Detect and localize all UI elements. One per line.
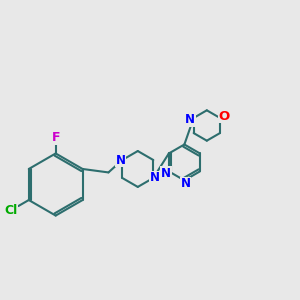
Text: N: N	[150, 172, 160, 184]
Text: F: F	[51, 131, 60, 144]
Text: N: N	[116, 154, 125, 166]
Text: N: N	[185, 113, 195, 126]
Text: N: N	[180, 177, 190, 190]
Text: N: N	[161, 167, 171, 180]
Text: Cl: Cl	[4, 204, 17, 217]
Text: O: O	[218, 110, 230, 123]
